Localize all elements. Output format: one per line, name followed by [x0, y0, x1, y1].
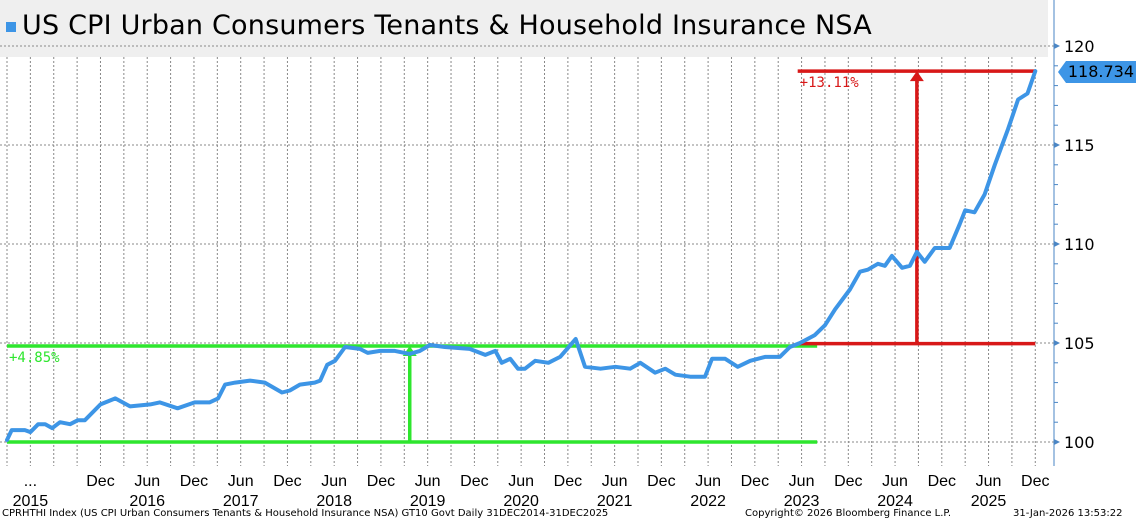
- x-tick-label-year: 2020: [503, 493, 539, 510]
- x-tick-label-year: 2015: [13, 493, 49, 510]
- y-tick-label: 105: [1064, 334, 1095, 353]
- y-tick-label: 115: [1064, 136, 1095, 155]
- x-tick-label-year: 2019: [410, 493, 446, 510]
- x-tick-label-month: Dec: [273, 473, 301, 490]
- y-tick: [1054, 340, 1060, 346]
- y-tick: [1054, 439, 1060, 445]
- x-tick-label-month: Jun: [508, 473, 534, 490]
- x-tick-label-month: Dec: [367, 473, 395, 490]
- x-tick-label-month: Dec: [554, 473, 582, 490]
- y-tick-label: 100: [1064, 433, 1095, 452]
- y-tick: [1054, 241, 1060, 247]
- x-tick-label-month: ...: [24, 473, 37, 490]
- x-tick-label-month: Jun: [415, 473, 441, 490]
- y-tick-label: 110: [1064, 235, 1095, 254]
- footer-timestamp: 31-Jan-2026 13:53:22: [1013, 508, 1123, 519]
- x-tick-label-month: Dec: [180, 473, 208, 490]
- x-tick-label-month: Jun: [602, 473, 628, 490]
- footer-source: CPRHTHI Index (US CPI Urban Consumers Te…: [2, 508, 609, 519]
- x-tick-label-month: Dec: [86, 473, 114, 490]
- y-tick-label: 120: [1064, 37, 1095, 56]
- x-tick-label-year: 2024: [877, 493, 913, 510]
- x-tick-label-month: Dec: [834, 473, 862, 490]
- x-tick-label-year: 2023: [784, 493, 820, 510]
- last-value-badge: 118.734: [1058, 61, 1136, 83]
- x-tick-label-month: Dec: [460, 473, 488, 490]
- chart-title-bar: US CPI Urban Consumers Tenants & Househo…: [0, 0, 1048, 57]
- x-tick-label-month: Jun: [228, 473, 254, 490]
- x-tick-label-year: 2025: [971, 493, 1007, 510]
- x-tick-label-year: 2021: [597, 493, 633, 510]
- red-range-arrowhead-icon: [909, 71, 924, 82]
- x-tick-label-month: Jun: [134, 473, 160, 490]
- x-tick-label-year: 2016: [129, 493, 165, 510]
- footer-copyright: Copyright© 2026 Bloomberg Finance L.P.: [745, 508, 952, 519]
- x-tick-label-month: Dec: [928, 473, 956, 490]
- x-tick-label-month: Dec: [741, 473, 769, 490]
- x-tick-label-month: Jun: [321, 473, 347, 490]
- x-tick-label-month: Jun: [695, 473, 721, 490]
- green-range-label: +4.85%: [9, 350, 60, 366]
- x-tick-label-year: 2018: [316, 493, 352, 510]
- x-tick-label-month: Dec: [647, 473, 675, 490]
- x-tick-label-month: Dec: [1021, 473, 1049, 490]
- x-tick-label-month: Jun: [976, 473, 1002, 490]
- x-tick-label-month: Jun: [789, 473, 815, 490]
- y-tick: [1054, 142, 1060, 148]
- legend-square-icon: [6, 22, 16, 32]
- red-range-label: +13.11%: [800, 75, 860, 91]
- x-tick-label-year: 2017: [223, 493, 259, 510]
- x-tick-label-month: Jun: [882, 473, 908, 490]
- chart-title: US CPI Urban Consumers Tenants & Househo…: [22, 10, 872, 41]
- x-tick-label-year: 2022: [690, 493, 726, 510]
- y-tick: [1054, 43, 1060, 49]
